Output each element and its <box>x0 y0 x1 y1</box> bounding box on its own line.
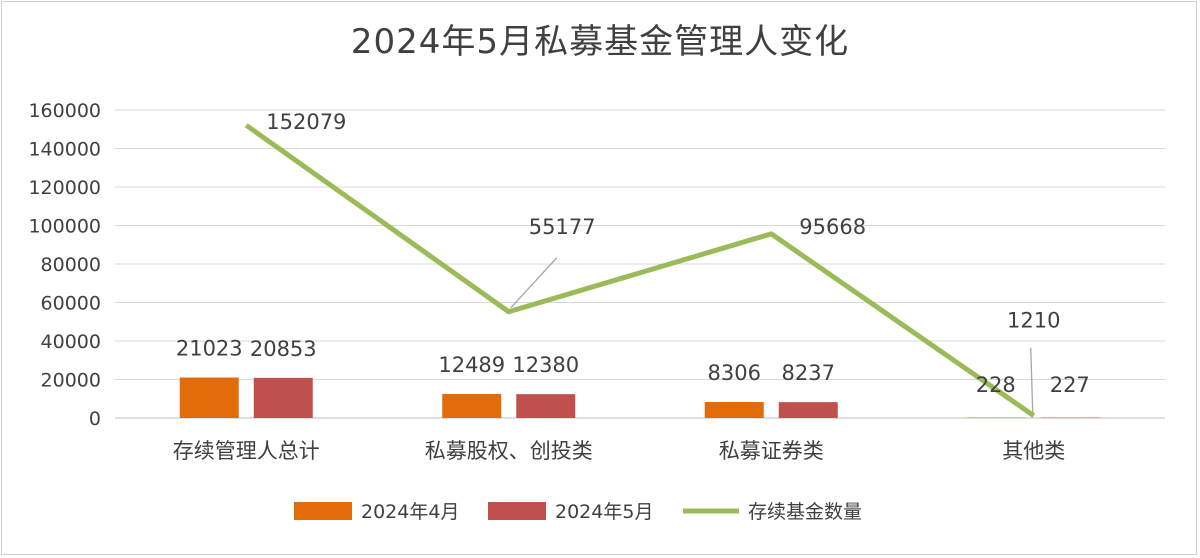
legend-label: 存续基金数量 <box>748 501 862 523</box>
y-axis: 0 20000 40000 60000 80000 100000 120000 140000 1… <box>28 100 101 430</box>
bars <box>179 377 1101 418</box>
line-data-label: 152079 <box>266 110 346 134</box>
y-tick-label: 80000 <box>41 254 101 276</box>
bar-0 <box>442 393 502 418</box>
legend-swatch <box>488 502 546 520</box>
leader-line <box>510 257 558 309</box>
legend-swatch <box>294 502 352 520</box>
line-path <box>244 123 1036 418</box>
x-category-label: 私募股权、创投类 <box>425 439 593 463</box>
bar-data-label: 8237 <box>782 361 835 385</box>
line-data-label: 55177 <box>529 215 596 239</box>
x-axis: 存续管理人总计 私募股权、创投类 私募证券类 其他类 <box>173 439 1066 463</box>
data-labels: 21023 12489 8306 228 20853 12380 8237 227 152079… <box>176 110 1090 397</box>
bar-0 <box>704 402 764 418</box>
x-category-label: 其他类 <box>1002 439 1065 463</box>
legend: 2024年4月 2024年5月 存续基金数量 <box>294 501 862 523</box>
x-category-label: 存续管理人总计 <box>173 439 320 463</box>
bar-data-label: 8306 <box>708 361 761 385</box>
bar-data-label: 12380 <box>512 353 579 377</box>
bar-1 <box>778 402 838 418</box>
line-data-label: 95668 <box>799 215 866 239</box>
leader-line <box>1030 347 1034 414</box>
legend-label: 2024年5月 <box>555 501 653 523</box>
bar-data-label: 21023 <box>176 337 243 361</box>
bar-0 <box>179 377 239 418</box>
line-data-label: 1210 <box>1007 309 1060 333</box>
line-series <box>244 123 1036 418</box>
bar-data-label: 12489 <box>438 353 505 377</box>
leader-lines <box>510 257 1034 414</box>
y-tick-label: 120000 <box>28 177 101 199</box>
y-tick-label: 0 <box>89 408 101 430</box>
bar-1 <box>253 377 313 418</box>
x-category-label: 私募证券类 <box>719 439 824 463</box>
gridlines <box>115 109 1165 419</box>
bar-data-label: 227 <box>1050 373 1090 397</box>
y-tick-label: 140000 <box>28 139 101 161</box>
bar-1 <box>516 394 576 418</box>
bar-data-label: 228 <box>976 373 1016 397</box>
y-tick-label: 60000 <box>41 293 101 315</box>
chart-title: 2024年5月私募基金管理人变化 <box>350 22 850 62</box>
y-tick-label: 20000 <box>41 370 101 392</box>
legend-label: 2024年4月 <box>361 501 459 523</box>
y-tick-label: 100000 <box>28 216 101 238</box>
y-tick-label: 160000 <box>28 100 101 122</box>
y-tick-label: 40000 <box>41 331 101 353</box>
bar-data-label: 20853 <box>250 337 317 361</box>
